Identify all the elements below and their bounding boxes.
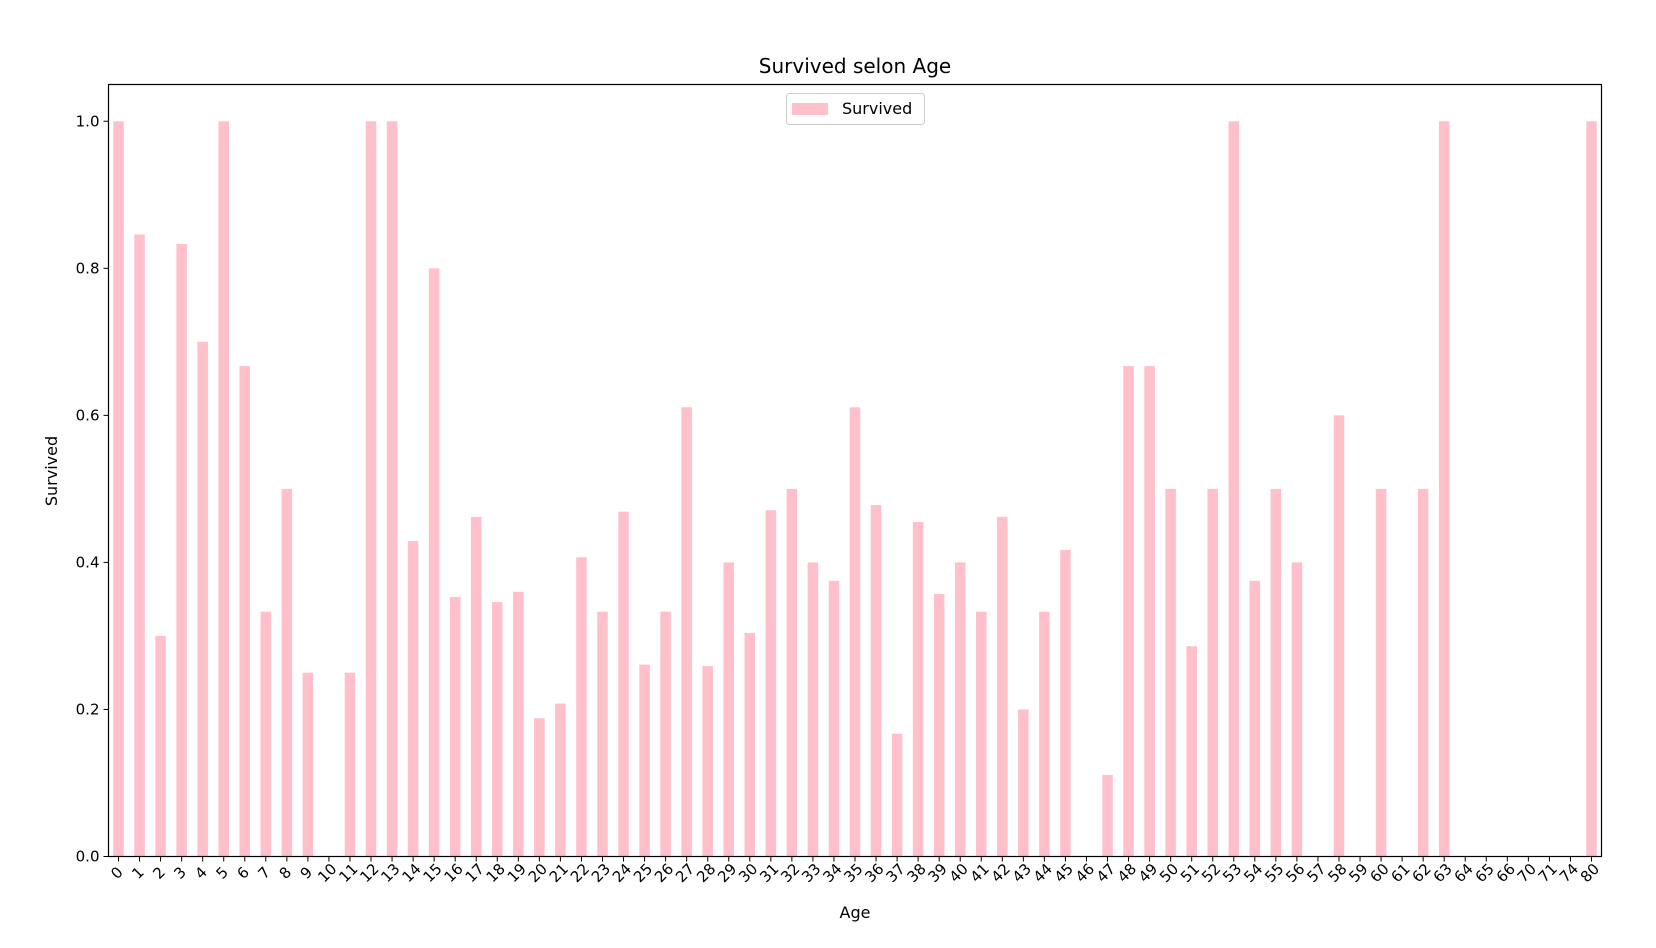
- bar-age-11: [344, 672, 356, 857]
- bar-age-20: [534, 718, 545, 857]
- bar-age-43: [1018, 709, 1029, 857]
- bar-age-80: [1586, 121, 1597, 857]
- x-tick-label: 8: [276, 863, 295, 882]
- bar-age-45: [1060, 549, 1071, 857]
- bar-age-55: [1270, 488, 1282, 857]
- y-tick-label: 1.0: [76, 112, 100, 130]
- bar-age-1: [134, 234, 145, 857]
- x-tick-label: 6: [233, 863, 252, 882]
- bar-age-48: [1123, 366, 1134, 857]
- bar-age-39: [933, 594, 945, 857]
- y-axis-label: Survived: [42, 436, 61, 506]
- bar-age-30: [744, 632, 756, 857]
- bar-age-22: [576, 557, 587, 857]
- bar-age-38: [912, 521, 924, 857]
- bar-age-27: [681, 407, 692, 857]
- bar-age-19: [513, 591, 524, 857]
- x-tick-label: 2: [149, 863, 168, 882]
- bar-age-13: [386, 121, 398, 857]
- bar-age-51: [1186, 646, 1197, 857]
- bar-age-34: [828, 580, 840, 857]
- x-tick-label: 4: [191, 863, 210, 882]
- bar-age-58: [1333, 415, 1345, 857]
- bar-age-6: [239, 366, 251, 857]
- bar-age-36: [870, 505, 882, 857]
- bar-age-54: [1249, 580, 1261, 857]
- x-axis-label: Age: [840, 903, 871, 922]
- bar-age-29: [723, 562, 735, 857]
- bar-age-16: [449, 596, 461, 857]
- bar-age-28: [702, 666, 713, 857]
- bar-age-2: [155, 635, 166, 857]
- bar-age-9: [302, 672, 314, 857]
- bar-age-31: [765, 510, 777, 857]
- plot-frame: [107, 83, 1603, 858]
- bar-age-60: [1375, 488, 1387, 857]
- bar-age-4: [197, 341, 208, 857]
- x-tick-label: 5: [212, 863, 231, 882]
- bar-age-17: [470, 516, 482, 857]
- bar-age-24: [618, 511, 629, 857]
- bar-age-41: [975, 611, 987, 857]
- bar-age-52: [1207, 488, 1218, 857]
- bar-age-3: [176, 244, 187, 857]
- x-tick-label: 0: [107, 863, 126, 882]
- bar-age-21: [555, 703, 566, 857]
- bar-age-25: [639, 664, 650, 857]
- y-tick-label: 0.0: [76, 848, 100, 866]
- y-tick-label: 0.8: [76, 259, 100, 277]
- chart-title: Survived selon Age: [759, 54, 951, 78]
- x-tick-label: 1: [128, 863, 147, 882]
- legend-label: Survived: [842, 99, 912, 118]
- bar-age-62: [1417, 488, 1429, 857]
- bar-age-37: [891, 733, 903, 857]
- bar-age-49: [1144, 366, 1155, 857]
- y-tick-label: 0.2: [76, 700, 100, 718]
- bar-age-35: [849, 407, 861, 857]
- bars-group: [113, 121, 1597, 857]
- x-tick-label: 80: [1577, 860, 1603, 886]
- bar-age-50: [1165, 488, 1176, 857]
- legend: Survived: [786, 93, 925, 125]
- bar-age-63: [1438, 121, 1450, 857]
- bar-age-18: [492, 602, 503, 857]
- bar-age-32: [786, 488, 798, 857]
- x-axis: 0 1 2 3 4 5 6 7 8 9101112131415161718192021222324…: [107, 856, 1603, 886]
- bar-age-15: [428, 268, 440, 857]
- y-axis: 0.0 0.2 0.4 0.6 0.8 1.0: [76, 112, 109, 866]
- x-tick-label: 3: [170, 863, 189, 882]
- bar-age-44: [1039, 611, 1050, 857]
- bar-age-8: [281, 488, 293, 857]
- legend-swatch: [792, 103, 828, 115]
- y-tick-label: 0.4: [76, 553, 100, 571]
- bar-age-56: [1291, 562, 1303, 857]
- bar-age-12: [365, 121, 377, 857]
- bar-age-5: [218, 121, 229, 857]
- bar-age-42: [997, 516, 1008, 857]
- y-tick-label: 0.6: [76, 406, 100, 424]
- legend-frame: [786, 93, 925, 125]
- bar-age-40: [954, 562, 966, 857]
- x-tick-label: 9: [297, 863, 316, 882]
- bar-age-33: [807, 562, 819, 857]
- bar-age-47: [1102, 774, 1113, 857]
- x-tick-label: 7: [255, 863, 274, 882]
- bar-age-0: [113, 121, 124, 857]
- bar-age-7: [260, 611, 272, 857]
- bar-age-53: [1228, 121, 1240, 857]
- bar-age-23: [597, 611, 608, 857]
- bar-age-26: [660, 611, 671, 857]
- bar-age-14: [407, 541, 419, 857]
